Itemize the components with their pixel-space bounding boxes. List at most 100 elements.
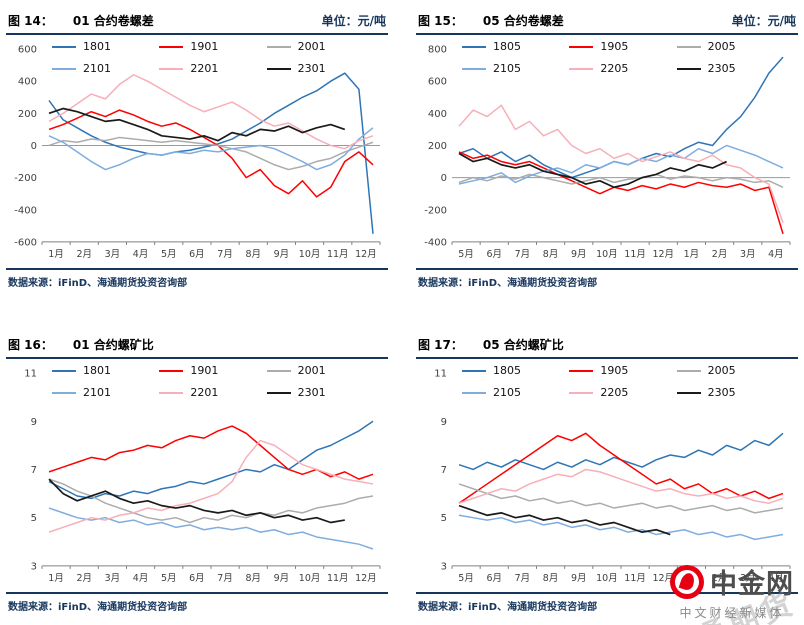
legend-label: 1805 (493, 40, 521, 53)
legend-label: 2201 (190, 62, 219, 75)
svg-text:4月: 4月 (768, 249, 784, 260)
svg-text:400: 400 (18, 77, 37, 88)
unit-label: 单位：元/吨 (731, 14, 796, 28)
panel-title-group: 图 14： 01 合约卷螺差 (8, 10, 154, 29)
series-line-1905 (458, 432, 784, 504)
chart-plot: -400 -200 0 200 400 600 800 5月 6月 7月 8月 9月 10月 11月 12月… (416, 35, 798, 268)
chart-plot: -600 -400 -200 0 200 400 600 1月 2月 3月 4月 5月 6月 7月 8月 9月… (6, 35, 388, 268)
legend-swatch (52, 45, 76, 48)
svg-text:10月: 10月 (596, 573, 618, 584)
series-line-2301 (48, 107, 346, 142)
svg-text:3月: 3月 (105, 249, 121, 260)
legend-item-2101: 2101 (52, 386, 159, 399)
svg-text:5月: 5月 (161, 573, 177, 584)
legend-label: 2205 (600, 62, 629, 75)
svg-text:9月: 9月 (571, 249, 587, 260)
svg-text:1月: 1月 (48, 249, 64, 260)
series-line-2005 (458, 483, 784, 514)
series-line-2005 (458, 173, 784, 188)
legend-item-2001: 2001 (266, 364, 374, 377)
panel-title-group: 图 17： 05 合约螺矿比 (418, 334, 564, 353)
legend-label: 2105 (493, 386, 521, 399)
series-line-2105 (458, 514, 784, 541)
svg-text:6月: 6月 (486, 573, 502, 584)
legend-label: 1801 (83, 40, 111, 53)
panel-title-group: 图 15： 05 合约卷螺差 (418, 10, 564, 29)
chart-plot: 3 5 7 9 11 1月 2月 3月 4月 5月 6月 7月 8月 9月 10月 11月 12月 (6, 359, 388, 592)
svg-text:3月: 3月 (105, 573, 121, 584)
svg-text:5: 5 (441, 513, 447, 524)
svg-text:7: 7 (441, 465, 447, 476)
legend-swatch (462, 45, 486, 48)
legend-swatch (266, 391, 291, 394)
legend-swatch (52, 391, 76, 394)
svg-text:2月: 2月 (712, 249, 728, 260)
figure-number: 图 14： (8, 14, 53, 28)
legend-label: 2001 (297, 40, 326, 53)
panel-fig16: 图 16： 01 合约螺矿比 3 5 7 9 11 1月 2月 3月 4月 5月 6月 7月 8月 9月 10… (6, 331, 388, 615)
chart-area: -600 -400 -200 0 200 400 600 1月 2月 3月 4月 5月 6月 7月 8月 9月… (6, 35, 388, 268)
svg-text:800: 800 (428, 45, 447, 56)
series-line-1901 (48, 109, 374, 198)
series-line-1805 (458, 432, 784, 471)
series-line-2105 (458, 144, 784, 185)
chart-canvas: -600 -400 -200 0 200 400 600 1月 2月 3月 4月 5月 6月 7月 8月 9月… (14, 45, 381, 260)
legend-item-2305: 2305 (676, 62, 784, 75)
panel-header: 图 17： 05 合约螺矿比 (416, 331, 798, 359)
data-source: 数据来源：iFinD、海通期货投资咨询部 (416, 268, 798, 291)
legend-item-2105: 2105 (462, 62, 569, 75)
legend-item-1905: 1905 (569, 40, 676, 53)
legend-label: 2005 (707, 364, 736, 377)
svg-text:4月: 4月 (133, 249, 149, 260)
watermark-tagline: 中文财经新媒体 (679, 606, 785, 620)
legend-swatch (462, 67, 486, 70)
figure-title: 05 合约螺矿比 (482, 338, 564, 352)
series-line-1905 (458, 151, 784, 235)
svg-text:3: 3 (31, 561, 37, 572)
chart-area: 3579115月6月7月8月9月10月11月12月1月2月3月4月 180519… (416, 359, 798, 592)
data-source: 数据来源：iFinD、海通期货投资咨询部 (6, 592, 388, 615)
svg-text:6月: 6月 (189, 249, 205, 260)
legend-item-1801: 1801 (52, 364, 159, 377)
legend-swatch (159, 67, 184, 70)
svg-text:11月: 11月 (327, 573, 349, 584)
data-source: 数据来源：iFinD、海通期货投资咨询部 (416, 592, 798, 615)
svg-text:8月: 8月 (543, 249, 559, 260)
legend-label: 2101 (83, 386, 111, 399)
series-line-1801 (48, 420, 374, 500)
legend-swatch (159, 391, 184, 394)
svg-text:200: 200 (18, 109, 37, 120)
legend-swatch (569, 45, 594, 48)
svg-text:600: 600 (428, 77, 447, 88)
legend-item-1801: 1801 (52, 40, 159, 53)
legend-item-2301: 2301 (266, 386, 374, 399)
legend-swatch (676, 67, 701, 70)
svg-text:4月: 4月 (768, 573, 784, 584)
svg-text:7月: 7月 (217, 249, 233, 260)
svg-text:-400: -400 (424, 237, 447, 248)
legend-item-2201: 2201 (159, 62, 266, 75)
panel-title-group: 图 16： 01 合约螺矿比 (8, 334, 154, 353)
legend-label: 1805 (493, 364, 521, 377)
svg-text:10月: 10月 (299, 573, 321, 584)
watermark-brand-row: 中金网 (670, 562, 794, 601)
legend-swatch (569, 67, 594, 70)
svg-text:1月: 1月 (48, 573, 64, 584)
figure-title: 01 合约螺矿比 (72, 338, 154, 352)
legend-label: 1901 (190, 364, 219, 377)
legend-item-2001: 2001 (266, 40, 374, 53)
legend-swatch (462, 391, 486, 394)
legend-swatch (266, 45, 291, 48)
legend-item-1901: 1901 (159, 364, 266, 377)
series-line-2001 (48, 478, 374, 524)
svg-text:400: 400 (428, 109, 447, 120)
series-line-2201 (48, 439, 374, 533)
chart-plot: 3579115月6月7月8月9月10月11月12月1月2月3月4月 (416, 359, 798, 592)
figure-title: 05 合约卷螺差 (482, 14, 564, 28)
watermark-brand: 中金网 (710, 569, 794, 600)
data-source: 数据来源：iFinD、海通期货投资咨询部 (6, 268, 388, 291)
svg-text:11月: 11月 (327, 249, 349, 260)
legend-swatch (159, 45, 184, 48)
chart-legend: 1805 1905 2005 2105 2205 2305 (462, 364, 784, 399)
